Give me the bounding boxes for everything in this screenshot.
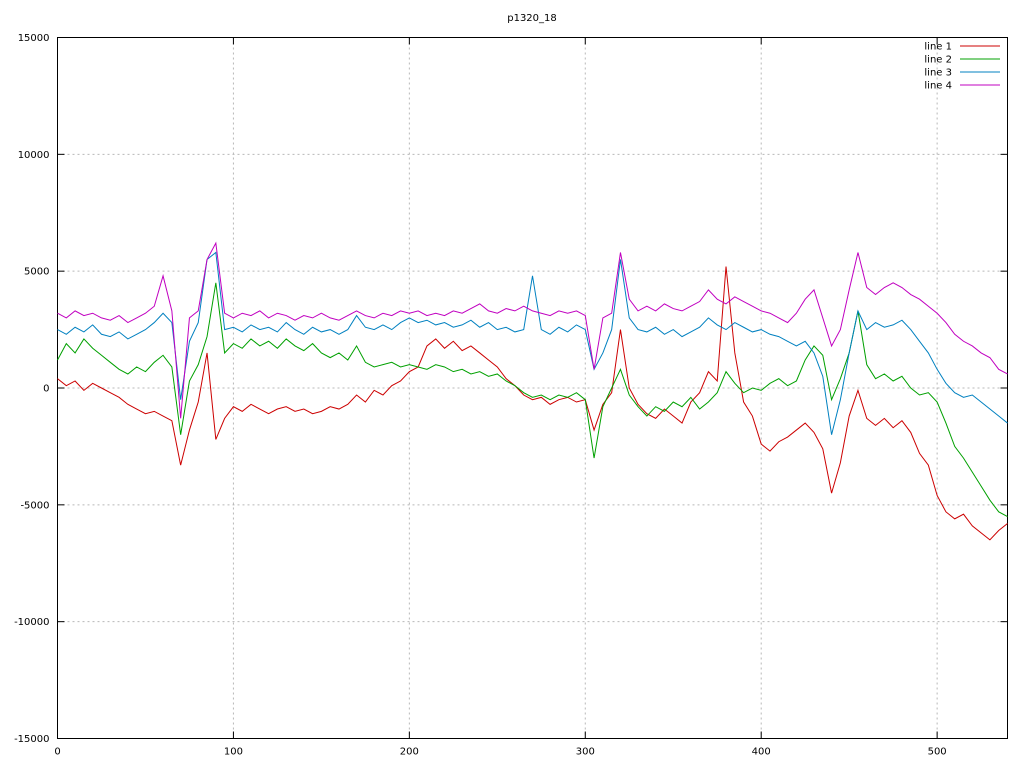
legend-label: line 3 xyxy=(924,68,952,79)
legend-label: line 4 xyxy=(924,81,952,92)
legend-label: line 2 xyxy=(924,55,952,66)
series-line-1 xyxy=(57,266,1008,541)
y-tick-label: -10000 xyxy=(14,617,49,628)
y-tick-label: -5000 xyxy=(20,500,49,511)
x-tick-label: 200 xyxy=(400,747,419,758)
y-tick-label: 10000 xyxy=(18,150,50,161)
legend-label: line 1 xyxy=(924,42,952,53)
series-line-3 xyxy=(57,251,1008,435)
x-tick-label: 300 xyxy=(576,747,595,758)
x-tick-label: 100 xyxy=(224,747,243,758)
y-tick-label: -15000 xyxy=(14,734,49,745)
x-tick-label: 0 xyxy=(54,747,60,758)
chart-title: p1320_18 xyxy=(507,13,557,24)
y-tick-label: 0 xyxy=(43,384,49,395)
y-tick-label: 5000 xyxy=(24,267,49,278)
series-line-4 xyxy=(57,241,1008,419)
y-tick-label: 15000 xyxy=(18,33,50,44)
x-tick-label: 400 xyxy=(752,747,771,758)
x-tick-label: 500 xyxy=(928,747,947,758)
